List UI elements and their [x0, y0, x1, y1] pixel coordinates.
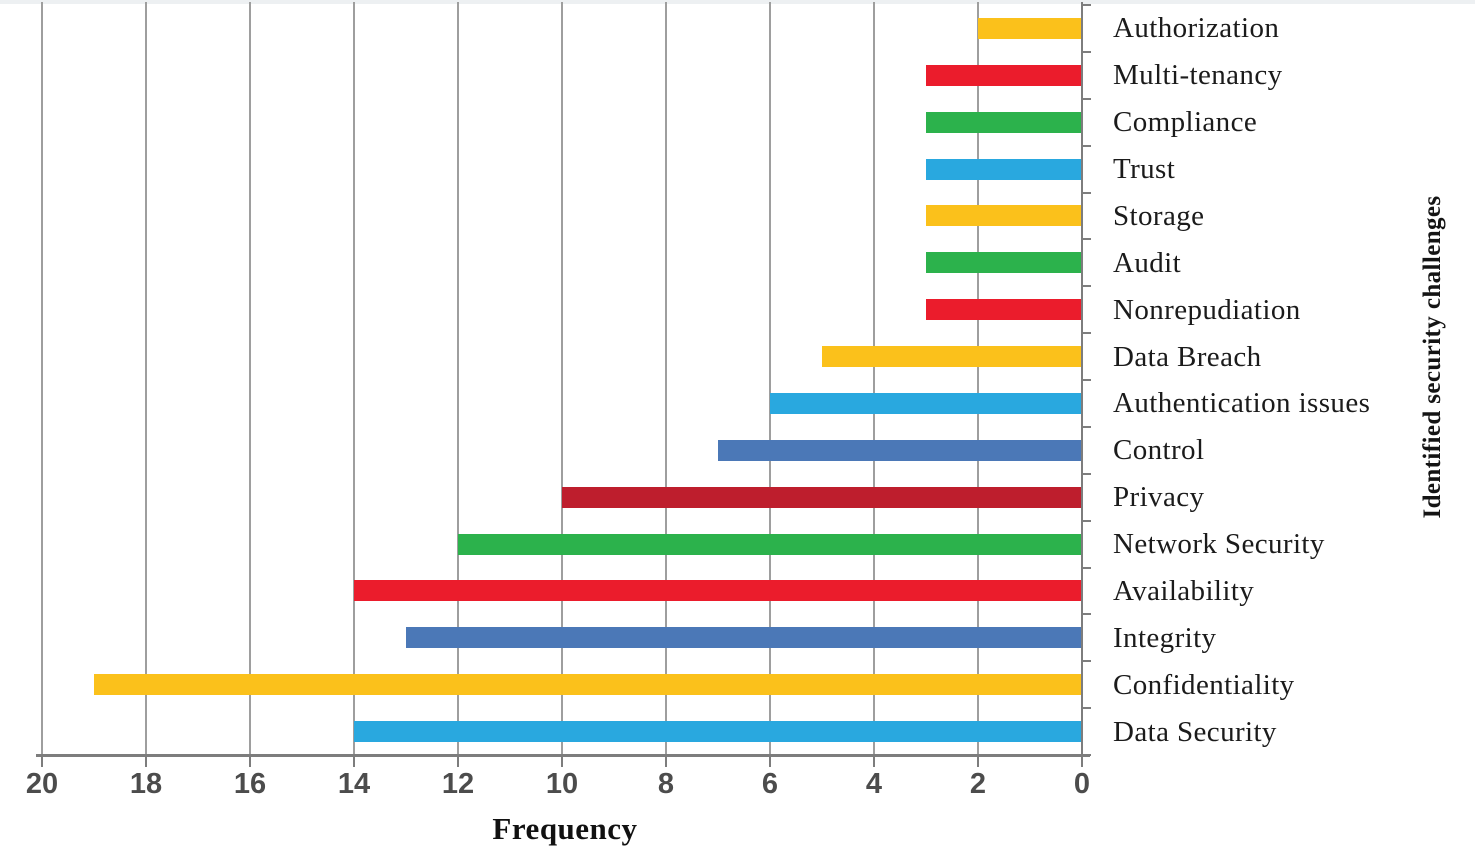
gridline-14	[353, 2, 355, 755]
x-tick-label-2: 2	[969, 768, 987, 800]
gridline-4	[873, 2, 875, 755]
category-label-multi-tenancy: Multi-tenancy	[1113, 59, 1283, 92]
y-tick-mark-14	[1082, 660, 1091, 663]
top-border-strip	[0, 0, 1475, 4]
bar-compliance	[926, 111, 1082, 133]
x-tick-label-12: 12	[441, 768, 475, 800]
y-tick-mark-1	[1082, 50, 1091, 53]
gridline-20	[41, 2, 43, 755]
y-tick-mark-0	[1082, 4, 1091, 6]
bar-nonrepudiation	[926, 299, 1082, 321]
gridline-8	[665, 2, 667, 755]
x-tick-mark-8	[665, 755, 667, 767]
x-tick-label-6: 6	[761, 768, 779, 800]
category-label-compliance: Compliance	[1113, 106, 1258, 139]
y-tick-mark-3	[1082, 144, 1091, 147]
x-tick-mark-12	[457, 755, 459, 767]
category-label-integrity: Integrity	[1113, 621, 1217, 654]
x-tick-label-0: 0	[1073, 768, 1091, 800]
bar-authentication-issues	[770, 392, 1082, 414]
x-tick-mark-0	[1081, 755, 1083, 767]
x-tick-label-18: 18	[129, 768, 163, 800]
x-tick-label-14: 14	[337, 768, 371, 800]
category-label-audit: Audit	[1113, 246, 1182, 279]
y-tick-mark-5	[1082, 238, 1091, 241]
gridline-12	[457, 2, 459, 755]
x-tick-mark-18	[145, 755, 147, 767]
x-tick-label-16: 16	[233, 768, 267, 800]
x-tick-label-4: 4	[865, 768, 883, 800]
x-tick-label-8: 8	[657, 768, 675, 800]
category-label-storage: Storage	[1113, 199, 1205, 232]
bar-audit	[926, 252, 1082, 274]
bar-availability	[354, 580, 1082, 602]
x-axis-title: Frequency	[492, 811, 638, 846]
category-label-privacy: Privacy	[1113, 481, 1205, 514]
category-label-control: Control	[1113, 434, 1205, 467]
bar-network-security	[458, 533, 1082, 555]
y-tick-mark-12	[1082, 566, 1091, 569]
x-tick-label-10: 10	[545, 768, 579, 800]
y-tick-mark-2	[1082, 97, 1091, 100]
category-label-authorization: Authorization	[1113, 12, 1280, 45]
x-tick-mark-4	[873, 755, 875, 767]
y-tick-mark-13	[1082, 613, 1091, 616]
category-label-confidentiality: Confidentiality	[1113, 668, 1295, 701]
x-tick-label-20: 20	[25, 768, 59, 800]
bar-data-security	[354, 721, 1082, 743]
bar-authorization	[978, 17, 1082, 39]
category-label-authentication-issues: Authentication issues	[1113, 387, 1371, 420]
category-label-availability: Availability	[1113, 574, 1255, 607]
y-tick-mark-15	[1082, 707, 1091, 710]
y-tick-mark-10	[1082, 472, 1091, 475]
bar-confidentiality	[94, 674, 1082, 696]
gridline-16	[249, 2, 251, 755]
y-tick-mark-8	[1082, 379, 1091, 381]
y-axis-title: Identified security challenges	[1419, 195, 1446, 519]
x-tick-mark-16	[249, 755, 251, 767]
x-tick-mark-2	[977, 755, 979, 767]
bar-privacy	[562, 486, 1082, 508]
gridline-2	[977, 2, 979, 755]
gridline-6	[769, 2, 771, 755]
y-tick-mark-4	[1082, 191, 1091, 194]
x-tick-mark-14	[353, 755, 355, 767]
bar-storage	[926, 205, 1082, 227]
bar-control	[718, 439, 1082, 461]
y-tick-mark-6	[1082, 285, 1091, 288]
y-tick-mark-9	[1082, 425, 1091, 428]
gridline-18	[145, 2, 147, 755]
bar-multi-tenancy	[926, 64, 1082, 86]
x-tick-mark-10	[561, 755, 563, 767]
category-label-nonrepudiation: Nonrepudiation	[1113, 293, 1301, 326]
bar-data-breach	[822, 346, 1082, 368]
category-label-network-security: Network Security	[1113, 528, 1325, 561]
y-tick-mark-16	[1082, 754, 1091, 756]
x-tick-mark-6	[769, 755, 771, 767]
gridline-10	[561, 2, 563, 755]
category-label-data-security: Data Security	[1113, 715, 1277, 748]
y-tick-mark-7	[1082, 332, 1091, 335]
bar-trust	[926, 158, 1082, 180]
x-tick-mark-20	[41, 755, 43, 767]
bar-integrity	[406, 627, 1082, 649]
y-tick-mark-11	[1082, 519, 1091, 522]
category-label-data-breach: Data Breach	[1113, 340, 1262, 373]
category-label-trust: Trust	[1113, 153, 1176, 186]
x-axis-line	[36, 754, 1090, 757]
